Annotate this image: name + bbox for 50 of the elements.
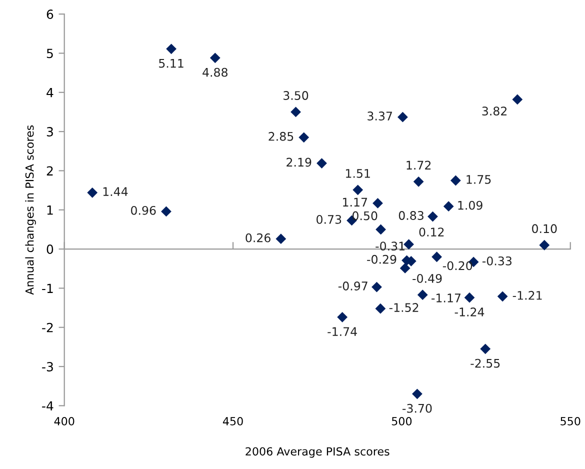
data-label: -0.33 <box>482 256 512 266</box>
data-label: -1.21 <box>512 290 542 300</box>
y-tick-label: 5 <box>46 48 53 58</box>
data-label: -0.97 <box>338 282 368 290</box>
data-label: 0.26 <box>246 233 270 242</box>
x-tick-label: 400 <box>54 416 74 426</box>
data-label: 1.75 <box>466 175 491 184</box>
data-label: 1.72 <box>406 160 431 170</box>
data-label: 0.96 <box>131 206 156 215</box>
x-tick-label: 550 <box>560 416 580 426</box>
data-label: -1.24 <box>454 308 484 316</box>
data-label: -0.29 <box>367 254 396 264</box>
data-label: 0.10 <box>532 224 557 234</box>
data-label: 1.44 <box>103 187 128 196</box>
y-tick-label: 0 <box>46 244 54 254</box>
data-label: 4.88 <box>202 68 228 77</box>
data-label: 1.17 <box>343 198 368 206</box>
y-tick-label: 2 <box>46 166 53 176</box>
data-label: 0.50 <box>352 211 378 220</box>
data-label: 1.09 <box>458 200 482 210</box>
x-tick-label: 500 <box>392 416 412 426</box>
x-axis-title: 2006 Average PISA scores <box>246 447 390 458</box>
y-axis-title: Annual changes in PISA scores <box>25 125 36 295</box>
y-tick-label: 4 <box>46 88 54 98</box>
data-label: -0.31 <box>376 242 404 251</box>
data-label: -3.70 <box>402 404 432 413</box>
data-label: 3.50 <box>284 91 308 100</box>
y-tick-label: -4 <box>42 401 54 410</box>
data-label: 3.37 <box>368 112 392 120</box>
data-label: 5.11 <box>159 59 184 68</box>
data-label: 3.82 <box>482 106 507 116</box>
y-tick-label: -3 <box>42 362 53 372</box>
data-label: -1.52 <box>389 303 418 312</box>
data-label: -0.20 <box>442 261 472 270</box>
data-label: 0.12 <box>419 228 444 236</box>
data-label: 1.51 <box>346 169 370 178</box>
data-label: -1.17 <box>432 294 460 302</box>
y-tick-label: 6 <box>46 10 54 19</box>
data-label: -1.74 <box>328 327 357 336</box>
data-label: -0.49 <box>412 274 442 283</box>
data-label: 2.19 <box>286 158 312 167</box>
data-label: -2.55 <box>470 358 500 368</box>
y-tick-label: 1 <box>47 206 53 215</box>
x-tick-label: 450 <box>222 416 243 426</box>
data-label: 0.73 <box>316 214 342 224</box>
data-label: 0.83 <box>398 211 424 220</box>
y-tick-label: 3 <box>46 127 53 136</box>
data-label: 2.85 <box>268 132 294 141</box>
y-tick-label: -1 <box>42 284 53 293</box>
y-tick-label: -2 <box>42 322 53 332</box>
